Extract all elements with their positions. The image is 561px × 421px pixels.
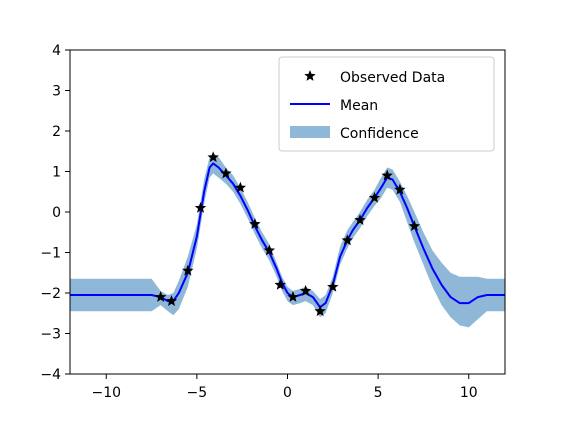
x-tick-label: 10: [460, 385, 478, 401]
mean-layer: [70, 162, 505, 309]
x-axis: −10 −5 0 5 10: [91, 374, 478, 401]
observed-point: [341, 234, 354, 246]
observed-point: [182, 264, 194, 276]
observed-point: [299, 284, 312, 296]
legend-confidence-label: Confidence: [340, 126, 419, 142]
y-tick-label: 1: [52, 165, 61, 181]
mean-line: [70, 162, 505, 309]
y-tick-label: 4: [52, 43, 61, 59]
y-tick-label: −2: [40, 286, 61, 302]
y-tick-label: 0: [52, 205, 61, 221]
observed-point: [194, 201, 207, 213]
y-tick-label: 2: [52, 124, 61, 140]
y-tick-label: −3: [40, 327, 61, 343]
x-tick-label: 5: [374, 385, 383, 401]
legend-box: [278, 56, 495, 152]
x-tick-label: −5: [187, 385, 208, 401]
observed-point: [287, 291, 299, 302]
observed-point: [381, 169, 393, 181]
observed-point: [354, 214, 366, 225]
observed-point: [408, 220, 421, 232]
observed-point: [154, 291, 167, 302]
y-axis: −4 −3 −2 −1 0 1 2 3 4: [40, 43, 70, 383]
legend-observed-label: Observed Data: [340, 70, 445, 86]
confidence-layer: [70, 153, 505, 328]
x-tick-label: 0: [283, 385, 292, 401]
legend-observed-marker: [304, 70, 316, 81]
y-tick-label: 3: [52, 84, 61, 100]
x-tick-label: −10: [91, 385, 121, 401]
observed-point: [249, 218, 261, 229]
observed-point: [234, 181, 247, 193]
legend-star: [304, 70, 316, 81]
legend: Observed Data Mean Confidence: [278, 56, 495, 152]
observed-point: [314, 305, 326, 317]
y-tick-label: −4: [40, 367, 61, 383]
observed-point: [327, 280, 339, 292]
observed-point: [207, 151, 219, 163]
y-tick-label: −1: [40, 246, 61, 262]
observed-point: [220, 167, 232, 179]
observed-point: [368, 191, 381, 203]
observed-point: [394, 183, 406, 195]
confidence-band: [70, 153, 505, 328]
legend-confidence-swatch: [290, 126, 330, 138]
observed-point: [165, 295, 178, 306]
observed-point: [263, 244, 276, 256]
legend-mean-label: Mean: [340, 98, 378, 114]
observed-points-layer: [154, 151, 421, 317]
observed-point: [274, 278, 286, 290]
